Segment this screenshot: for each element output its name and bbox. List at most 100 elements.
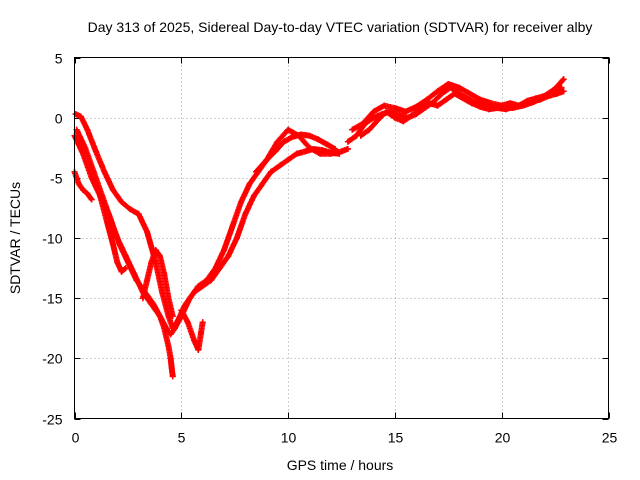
data-point: [381, 102, 388, 109]
data-point: [357, 132, 364, 139]
data-point: [139, 295, 146, 302]
data-point: [246, 180, 253, 187]
data-point: [118, 198, 125, 205]
data-point: [114, 259, 121, 266]
data-point: [221, 247, 228, 254]
data-point: [488, 100, 495, 107]
x-tick-label: 10: [281, 430, 297, 446]
x-tick-label: 25: [602, 430, 618, 446]
data-point: [259, 180, 266, 187]
data-point: [344, 138, 351, 145]
data-point: [84, 190, 91, 197]
axis-ticks: 0 5 10 15 20 25 -25 -20 -15 -10 -5 0 5: [42, 51, 617, 446]
y-axis-label: SDTVAR / TECUs: [7, 182, 23, 294]
data-point: [165, 295, 172, 302]
data-point: [460, 95, 467, 102]
data-point: [203, 277, 210, 284]
data-point: [477, 96, 484, 103]
data-point: [191, 337, 198, 344]
data-point: [233, 235, 240, 241]
y-tick-label: -5: [50, 171, 63, 187]
data-point: [75, 180, 82, 187]
data-point: [171, 325, 178, 332]
data-point: [184, 319, 191, 326]
data-point: [338, 148, 345, 155]
data-point: [152, 247, 159, 254]
data-point: [400, 118, 407, 125]
data-point: [133, 277, 140, 284]
data-point: [443, 96, 450, 103]
data-point: [349, 126, 356, 133]
data-point: [359, 120, 366, 127]
data-point: [545, 93, 552, 100]
data-point: [148, 259, 155, 266]
data-point: [144, 228, 151, 235]
series-track-g: [178, 307, 206, 353]
data-point: [80, 186, 87, 193]
x-tick-label: 0: [72, 430, 80, 446]
data-point: [84, 126, 91, 133]
data-point: [92, 148, 99, 155]
data-point: [554, 90, 561, 97]
data-point: [426, 100, 433, 107]
data-point: [455, 84, 462, 91]
y-tick-label: 0: [55, 111, 63, 127]
data-point: [144, 277, 151, 284]
data-point: [494, 105, 501, 112]
data-point: [118, 268, 125, 275]
data-point: [72, 111, 79, 118]
x-axis-label: GPS time / hours: [287, 457, 394, 473]
data-point: [528, 99, 535, 106]
data-point: [135, 210, 142, 217]
data-point: [280, 138, 287, 145]
data-point: [178, 307, 185, 314]
data-point: [537, 96, 544, 103]
data-point: [150, 301, 157, 308]
data-point: [168, 364, 175, 371]
data-point: [306, 132, 313, 139]
data-point: [383, 108, 390, 115]
data-point: [77, 113, 84, 120]
data-point: [124, 259, 131, 266]
data-point: [468, 100, 475, 107]
data-point: [159, 289, 166, 296]
x-tick-label: 20: [495, 430, 511, 446]
data-point: [391, 105, 398, 112]
data-point: [370, 108, 377, 115]
data-point: [402, 108, 409, 115]
data-point: [417, 105, 424, 112]
data-point: [317, 150, 324, 157]
data-point: [116, 241, 123, 248]
data-point: [156, 313, 163, 320]
data-point: [167, 355, 174, 362]
data-point: [90, 168, 97, 175]
data-point: [161, 325, 168, 332]
data-point: [434, 102, 441, 109]
data-point: [103, 216, 110, 223]
data-point: [451, 90, 458, 97]
data-point: [82, 144, 89, 151]
series-track-k: [357, 88, 567, 139]
plot-frame: [74, 57, 609, 419]
data-point: [477, 103, 484, 110]
data-point: [242, 210, 249, 217]
data-point: [511, 103, 518, 110]
data-point: [253, 168, 260, 175]
data-point: [344, 145, 351, 152]
data-point: [238, 198, 245, 205]
data-point: [408, 112, 415, 119]
data-point: [306, 144, 313, 151]
data-point: [366, 126, 373, 133]
data-point: [295, 132, 302, 139]
data-point: [263, 156, 270, 163]
data-point: [161, 271, 168, 278]
chart-title: Day 313 of 2025, Sidereal Day-to-day VTE…: [88, 19, 593, 35]
data-point: [445, 80, 452, 87]
series-track-d: [71, 168, 95, 203]
data-point: [225, 253, 232, 260]
data-point: [156, 253, 163, 260]
data-point: [560, 88, 567, 95]
data-point: [274, 138, 281, 145]
